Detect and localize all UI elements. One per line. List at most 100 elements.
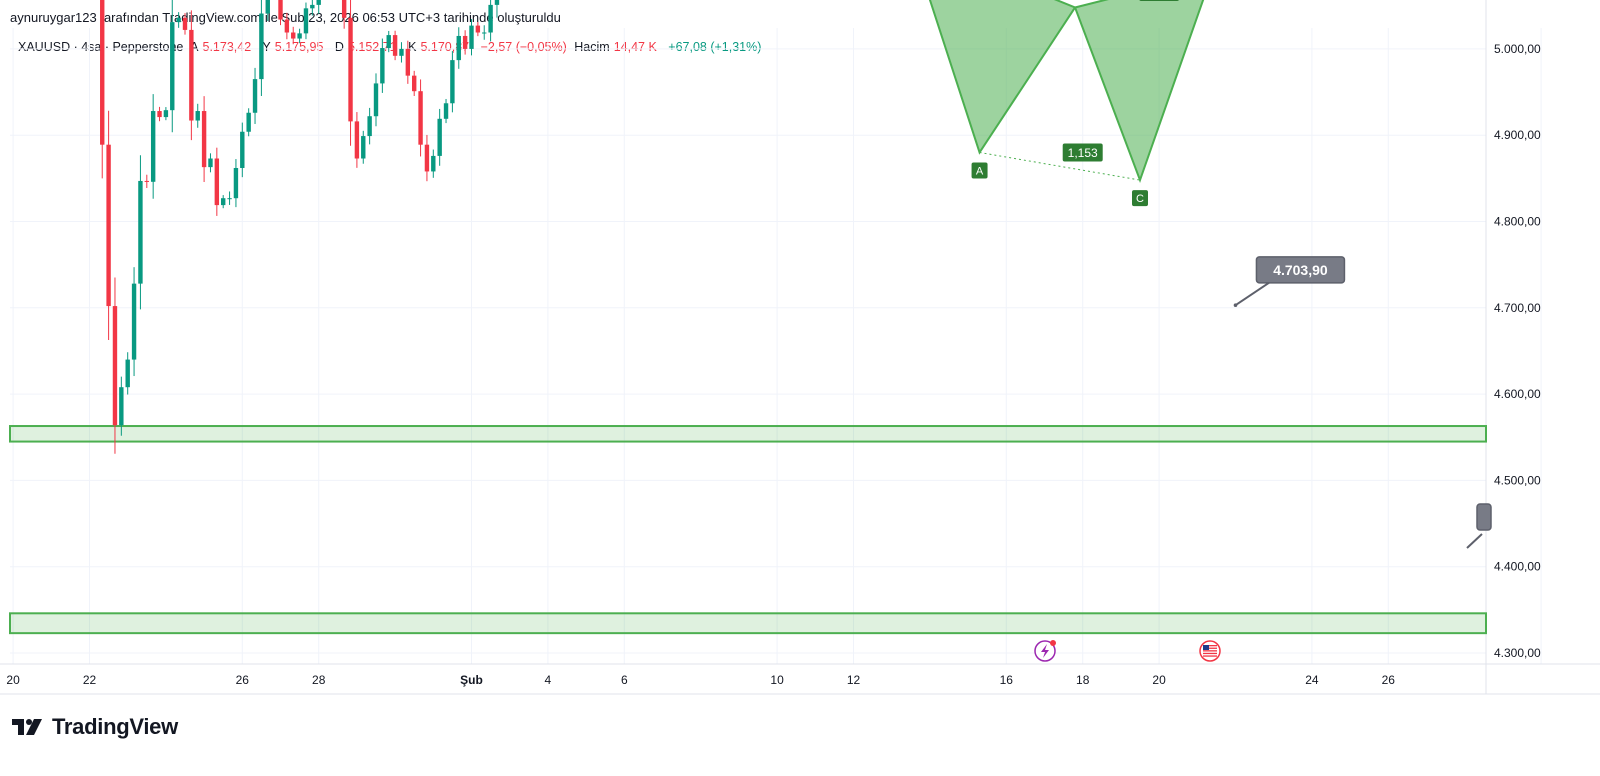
pattern-point-text: C (1136, 193, 1144, 205)
candle-body (316, 0, 321, 5)
axis-corner (1493, 665, 1593, 693)
candle-body (367, 116, 372, 137)
candle-body (138, 180, 143, 284)
candle-body (252, 79, 258, 113)
pattern-triangle (1073, 0, 1205, 184)
pattern-point-label (971, 162, 988, 179)
time-axis-tick: Şub (460, 673, 483, 687)
time-axis-tick: 26 (1382, 673, 1396, 687)
candle-body (201, 111, 207, 168)
time-axis-tick: 12 (847, 673, 861, 687)
time-axis-tick: 10 (770, 673, 784, 687)
candle-body (494, 0, 500, 5)
pattern-ratio-line (979, 151, 1141, 181)
candle-body (354, 121, 360, 159)
callout-pointer (1234, 280, 1271, 307)
candle-body (341, 0, 347, 18)
pattern-point-text: A (976, 165, 984, 177)
candle-body (176, 17, 181, 23)
candle-body (297, 33, 302, 39)
time-axis-tick: 22 (83, 673, 97, 687)
price-axis-tick: 5.000,00 (1494, 42, 1541, 56)
candle-body (405, 48, 411, 76)
candle-body (195, 111, 200, 121)
time-axis-tick: 16 (1000, 673, 1014, 687)
price-axis-tick: 4.700,00 (1494, 301, 1541, 315)
candle-body (112, 306, 118, 426)
time-axis-tick: 24 (1305, 673, 1319, 687)
flag-stripe (1203, 650, 1217, 652)
lightning-icon (1041, 644, 1049, 658)
candle-body (437, 118, 442, 156)
time-axis-tick: 18 (1076, 673, 1090, 687)
candle-body (424, 144, 430, 172)
price-axis-tick: 4.900,00 (1494, 128, 1541, 142)
candle-body (189, 29, 194, 121)
candle-body (144, 180, 149, 182)
legend-change: −2,57 (−0,05%) (480, 40, 567, 54)
candle-body (170, 22, 175, 111)
candle-body (303, 8, 309, 34)
pattern-ratio-label (1062, 143, 1103, 162)
candle-body (259, 13, 264, 80)
flag-stripe (1203, 645, 1217, 647)
candle-body (214, 158, 220, 206)
flag-stripe (1203, 647, 1217, 649)
candle-body (106, 144, 111, 307)
legend-low-key: D (334, 40, 344, 54)
legend-close-key: K (408, 40, 417, 54)
event-dot (1050, 640, 1056, 646)
chart-caption: aynuruygar123 tarafından TradingView.com… (10, 10, 561, 25)
legend-high: 5.175,95 (274, 40, 324, 54)
candle-body (392, 35, 398, 56)
candle-body (208, 158, 213, 168)
legend-high-key: Y (262, 40, 271, 54)
tradingview-logo[interactable]: TradingView (12, 714, 178, 740)
candle-body (418, 91, 423, 145)
pattern-ratio-label (1139, 0, 1179, 1)
callout-anchor-dot (1233, 303, 1238, 308)
candle-body (284, 19, 290, 33)
candle-body (488, 4, 493, 33)
candle-body (386, 35, 391, 49)
candle-body (412, 75, 417, 92)
harmonic-pattern: XABCD0,6970,8791,1931,153 (928, 0, 1205, 207)
candle-body (240, 131, 245, 168)
support-zone (9, 612, 1487, 635)
pattern-triangle (928, 0, 1077, 155)
candle-body (399, 48, 404, 56)
time-axis-tick: 26 (236, 673, 250, 687)
support-zone (9, 425, 1487, 443)
tradingview-brand: TradingView (52, 714, 178, 739)
candles (100, 0, 500, 454)
callout-text: 4.703,90 (1273, 262, 1328, 278)
candle-body (361, 136, 366, 159)
price-axis-tick: 4.600,00 (1494, 387, 1541, 401)
candle-body (310, 4, 315, 9)
candle-body (348, 17, 353, 122)
candle-body (233, 167, 239, 199)
candle-body (475, 25, 481, 33)
price-axis-tick: 4.300,00 (1494, 646, 1541, 660)
grid (10, 28, 1542, 664)
candle-body (380, 48, 385, 84)
candle-body (443, 103, 449, 119)
price-axis-tick: 4.800,00 (1494, 215, 1541, 229)
time-axis-tick: 6 (621, 673, 628, 687)
offscreen-callout-box (1476, 503, 1492, 531)
candle-body (227, 198, 232, 200)
candle-body (431, 155, 436, 172)
us-flag-event-icon (1199, 640, 1221, 662)
flag-canton (1203, 645, 1209, 650)
candle-body (265, 0, 270, 14)
candle-body (157, 111, 162, 118)
offscreen-callout-pointer (1466, 533, 1483, 549)
candle-body (182, 17, 188, 30)
candle-body (246, 112, 251, 132)
candle-body (450, 60, 455, 104)
legend-volume-key: Hacim (574, 40, 610, 54)
price-axis-tick: 4.500,00 (1494, 473, 1541, 487)
candle-body (482, 32, 487, 34)
candle-body (131, 283, 137, 360)
